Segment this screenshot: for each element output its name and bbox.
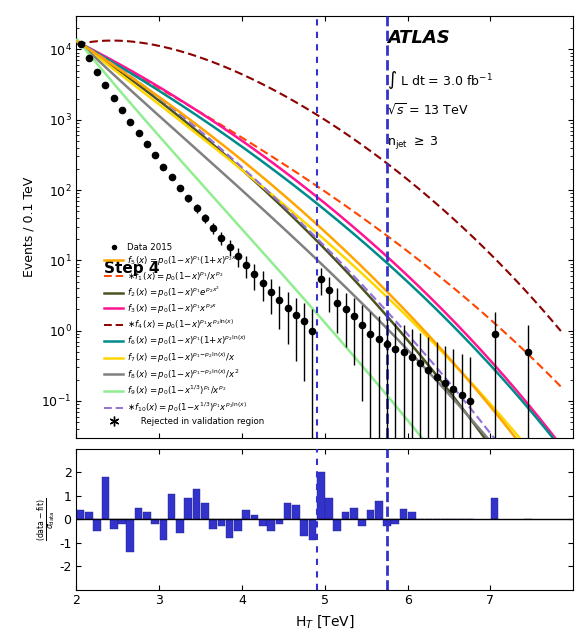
Bar xyxy=(176,519,184,533)
Bar xyxy=(110,519,118,529)
Bar xyxy=(209,519,217,529)
Bar xyxy=(85,512,93,519)
Y-axis label: $\frac{\mathrm{(data-fit)}}{\sigma_\mathrm{data}}$: $\frac{\mathrm{(data-fit)}}{\sigma_\math… xyxy=(35,498,58,541)
Bar xyxy=(126,519,134,552)
X-axis label: H$_T$ [TeV]: H$_T$ [TeV] xyxy=(295,613,355,630)
Bar xyxy=(259,519,266,526)
Bar xyxy=(276,519,283,524)
Bar xyxy=(408,512,416,519)
Bar xyxy=(392,519,399,524)
Bar xyxy=(118,519,126,524)
Bar xyxy=(358,519,366,526)
Bar xyxy=(185,498,192,519)
Bar xyxy=(300,519,308,536)
Bar xyxy=(242,510,250,519)
Bar xyxy=(218,519,225,526)
Bar xyxy=(400,508,407,519)
Bar xyxy=(375,501,383,519)
Legend: Data 2015, $f_5\,(x)=p_0(1\!-\!x)^{p_1}(1\!+\!x)^{p_2 x}$, $\ast f_1\,(x)=p_0(1\: Data 2015, $f_5\,(x)=p_0(1\!-\!x)^{p_1}(… xyxy=(101,240,268,429)
Bar xyxy=(284,503,292,519)
Bar xyxy=(201,503,209,519)
Bar xyxy=(159,519,167,540)
Text: $\sqrt{s}$ = 13 TeV: $\sqrt{s}$ = 13 TeV xyxy=(387,102,469,117)
Bar xyxy=(292,505,300,519)
Bar xyxy=(234,519,242,531)
Bar xyxy=(143,512,151,519)
Bar xyxy=(226,519,233,538)
Bar xyxy=(267,519,275,531)
Bar xyxy=(325,498,333,519)
Bar xyxy=(350,508,358,519)
Bar xyxy=(309,519,316,540)
Bar xyxy=(193,489,201,519)
Bar xyxy=(317,472,325,519)
Bar xyxy=(77,510,85,519)
Bar xyxy=(383,519,391,526)
Bar xyxy=(250,515,258,519)
Bar xyxy=(342,512,349,519)
Bar xyxy=(102,477,109,519)
Bar xyxy=(333,519,341,531)
Bar xyxy=(135,508,142,519)
Text: Step 4: Step 4 xyxy=(103,261,159,276)
Bar xyxy=(93,519,101,531)
Text: n$_{\mathsf{jet}}$ $\geq$ 3: n$_{\mathsf{jet}}$ $\geq$ 3 xyxy=(387,134,439,151)
Bar xyxy=(491,498,499,519)
Text: ATLAS: ATLAS xyxy=(387,29,450,46)
Bar xyxy=(168,493,175,519)
Bar xyxy=(366,510,374,519)
Text: $\int$ L dt = 3.0 fb$^{-1}$: $\int$ L dt = 3.0 fb$^{-1}$ xyxy=(387,68,493,91)
Y-axis label: Events / 0.1 TeV: Events / 0.1 TeV xyxy=(23,177,36,277)
Bar xyxy=(151,519,159,524)
